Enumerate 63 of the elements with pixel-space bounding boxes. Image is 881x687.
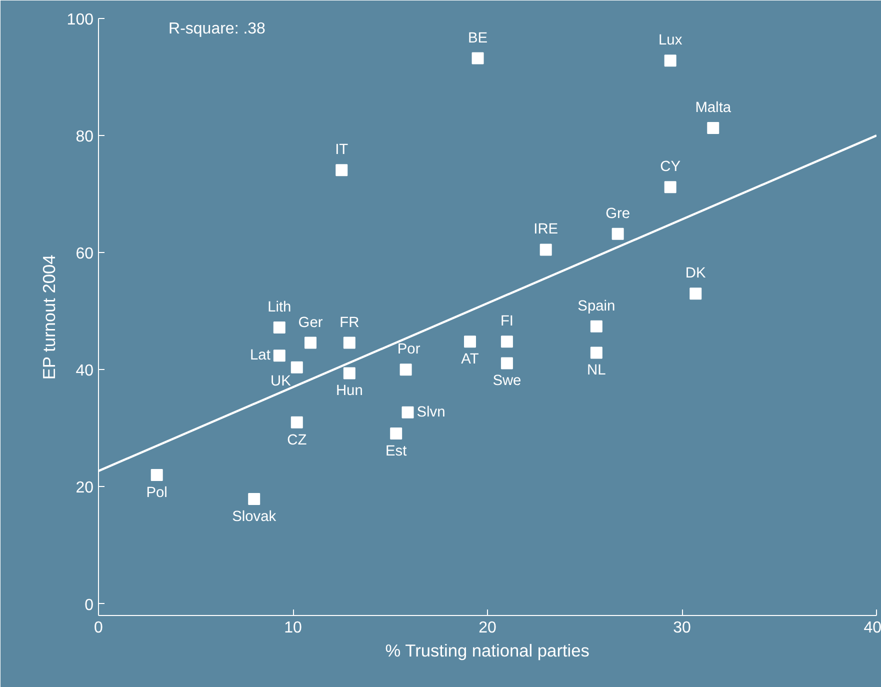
point [273,350,286,362]
point [590,346,602,359]
data-label: Slovak [232,509,277,526]
point [290,416,303,428]
data-label: BE [468,30,488,46]
point [343,367,356,380]
point [248,493,260,506]
data-label: CY [660,159,681,176]
data-label: Lux [658,32,683,49]
point [464,336,476,348]
point [400,364,412,376]
point [590,320,602,332]
data-label: Slvn [416,404,446,420]
point [540,244,552,256]
point [472,52,484,64]
data-label: Pol [146,485,168,502]
data-label: IRE [534,222,558,238]
data-label: FR [340,314,360,331]
point [664,54,676,67]
x-axis-title: % Trusting national parties [385,640,590,660]
point [304,336,317,349]
data-label: Malta [695,100,732,116]
point [390,427,402,440]
data-label: AT [461,352,479,368]
point [690,288,702,300]
point [500,336,513,348]
data-label: Por [397,342,420,358]
y-axis-title: EP turnout 2004 [38,254,59,380]
point [290,361,303,374]
data-label: DK [685,266,706,282]
annotation: R-square: .38 [168,20,266,38]
x-tick-label: 40 [864,620,881,636]
point [500,357,513,370]
data-label: Spain [578,298,616,314]
data-label: Ger [298,314,323,331]
point [150,469,163,482]
data-label: Lat [250,348,270,364]
x-tick-label: 10 [284,620,302,636]
y-tick-label: 0 [84,596,94,614]
point [402,406,414,418]
y-tick-label: 20 [76,480,94,497]
y-tick-label: 100 [66,12,94,28]
data-label: FI [500,314,514,330]
data-label: NL [587,362,606,379]
y-tick-label: 60 [76,246,94,263]
data-label: Swe [492,373,522,390]
data-label: CZ [287,432,307,448]
data-label: Est [385,443,407,460]
y-tick-label: 80 [76,128,94,146]
data-label: Hun [336,383,363,400]
point [612,228,624,240]
point [336,164,348,176]
data-label: Gre [606,206,630,222]
x-tick-label: 30 [673,620,691,636]
data-label: Lith [268,300,292,316]
y-tick-label: 40 [76,362,94,380]
point [273,322,286,334]
x-tick-label: 20 [478,620,496,636]
data-label: UK [270,373,292,390]
data-label: IT [335,142,348,158]
point [343,336,356,349]
point [664,181,676,194]
point [707,122,720,134]
